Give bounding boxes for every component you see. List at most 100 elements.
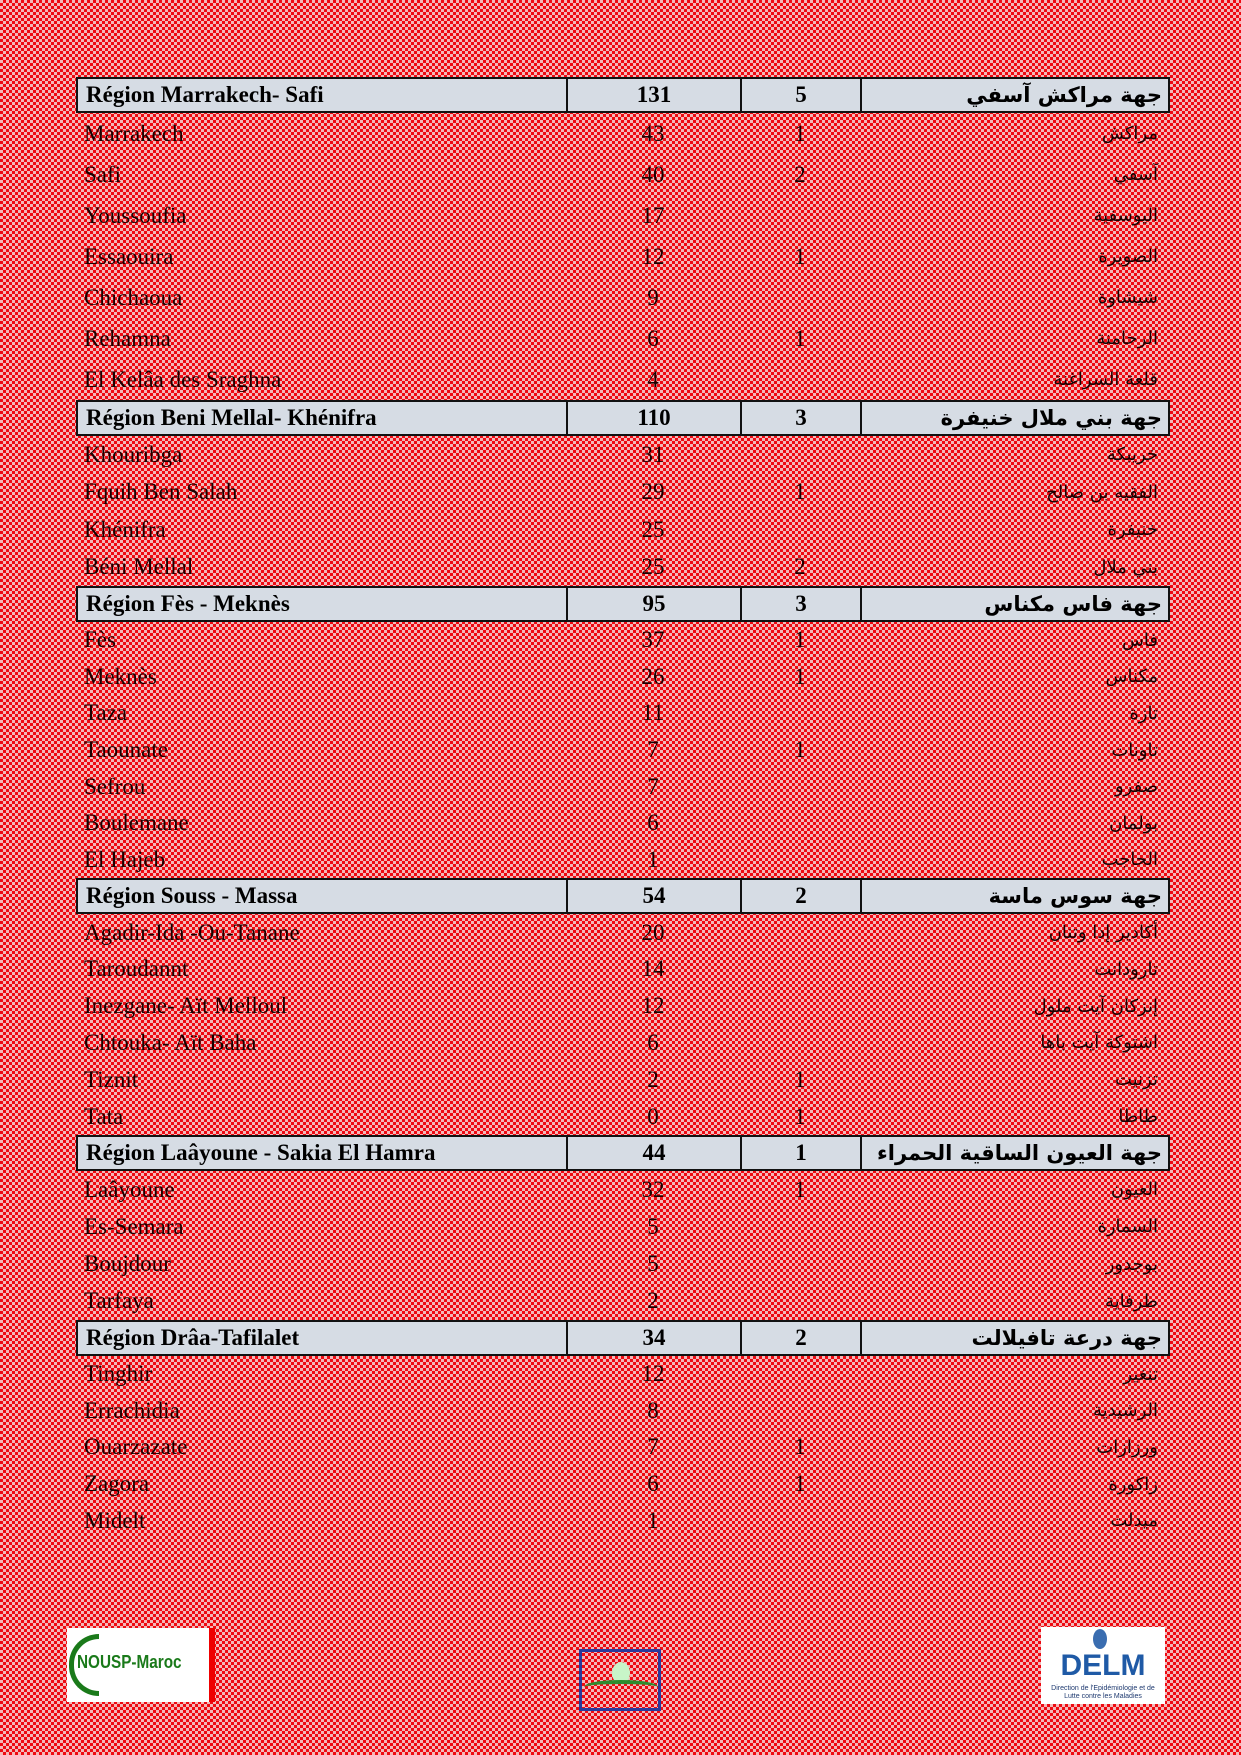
- region-header-row: Région Beni Mellal- Khénifra 110 3 جهة بني …: [76, 400, 1170, 436]
- province-row: Zagora 6 1 زاكورة: [76, 1466, 1170, 1503]
- province-cases: 5: [647, 1251, 659, 1277]
- regional-cases-table: Région Marrakech- Safi 131 5 جهة مراكش آسفي…: [76, 77, 1170, 1539]
- region-cases: 95: [568, 588, 742, 620]
- province-row: Taza 11 تازة: [76, 695, 1170, 732]
- province-cases: 4: [647, 366, 659, 392]
- region-header-row: Région Fès - Meknès 95 3 جهة فاس مكناس: [76, 586, 1170, 622]
- logo-drop-icon: [1093, 1629, 1107, 1649]
- province-cases: 6: [647, 1029, 659, 1055]
- logo-right-text: DELM: [1060, 1649, 1146, 1682]
- province-cases: 12: [641, 993, 665, 1019]
- province-name-fr: Tinghir: [84, 1361, 153, 1387]
- province-name-ar: فاس: [1121, 629, 1158, 651]
- province-cases: 6: [647, 325, 659, 351]
- region-deaths: 5: [742, 79, 862, 111]
- region-cases: 110: [568, 402, 742, 434]
- province-row: Khénifra 25 خنيفرة: [76, 511, 1170, 549]
- province-cases: 1: [647, 846, 659, 872]
- province-row: Béni Mellal 25 2 بني ملال: [76, 549, 1170, 587]
- province-name-fr: Taounate: [84, 737, 168, 763]
- province-cases: 7: [647, 773, 659, 799]
- province-row: Fquih Ben Salah 29 1 الفقيه بن صالح: [76, 474, 1170, 512]
- province-row: Youssoufia 17 اليوسفية: [76, 195, 1170, 236]
- province-name-ar: العيون: [1110, 1179, 1158, 1201]
- province-name-ar: أكادير إدا وتنان: [1048, 922, 1158, 944]
- province-deaths: 1: [794, 325, 806, 351]
- province-row: Tata 0 1 طاطا: [76, 1098, 1170, 1135]
- province-row: El Hajeb 1 الحاجب: [76, 842, 1170, 879]
- region-name-ar: جهة سوس ماسة: [988, 884, 1162, 909]
- province-row: Errachidia 8 الرشيدية: [76, 1393, 1170, 1430]
- province-row: Chichaoua 9 شيشاوة: [76, 277, 1170, 318]
- region-section: Région Souss - Massa 54 2 جهة سوس ماسة Agadi…: [76, 878, 1170, 1135]
- province-name-fr: Taroudannt: [84, 956, 189, 982]
- province-name-ar: إنزكان آيت ملول: [1033, 995, 1158, 1017]
- province-deaths: 1: [794, 243, 806, 269]
- province-name-ar: مراكش: [1101, 123, 1158, 144]
- region-cases: 54: [568, 880, 742, 913]
- delm-logo: DELM Direction de l'Epidémiologie et de …: [1041, 1627, 1165, 1704]
- province-deaths: 1: [794, 1471, 806, 1497]
- province-name-fr: Essaouira: [84, 243, 174, 269]
- province-deaths: 2: [794, 161, 806, 187]
- province-name-ar: آسفي: [1113, 164, 1158, 185]
- region-cases: 44: [568, 1136, 742, 1169]
- province-cases: 7: [647, 737, 659, 763]
- province-row: Chtouka- Aït Baha 6 اشتوكة آيت باها: [76, 1025, 1170, 1062]
- nousp-maroc-logo: NOUSP-Maroc: [67, 1628, 215, 1702]
- province-cases: 0: [647, 1103, 659, 1129]
- province-name-ar: مكناس: [1105, 666, 1158, 688]
- province-deaths: 1: [794, 120, 806, 146]
- region-name-ar: جهة العيون الساقية الحمراء: [877, 1140, 1162, 1165]
- region-name-fr: Région Drâa-Tafilalet: [78, 1321, 568, 1354]
- province-name-ar: تزنيت: [1114, 1069, 1158, 1091]
- province-name-ar: الحاجب: [1101, 849, 1158, 871]
- province-row: Essaouira 12 1 الصويرة: [76, 236, 1170, 277]
- province-name-fr: Chtouka- Aït Baha: [84, 1029, 257, 1055]
- province-name-fr: Fès: [84, 627, 116, 653]
- province-name-ar: بني ملال: [1093, 556, 1158, 578]
- province-name-ar: طرفاية: [1104, 1290, 1158, 1312]
- province-cases: 43: [641, 120, 665, 146]
- province-cases: 9: [647, 284, 659, 310]
- province-deaths: 1: [794, 663, 806, 689]
- province-row: Rehamna 6 1 الرحامنة: [76, 318, 1170, 359]
- province-row: Es-Semara 5 السمارة: [76, 1208, 1170, 1245]
- province-deaths: 1: [794, 1176, 806, 1202]
- region-deaths: 1: [742, 1136, 862, 1169]
- province-row: Tinghir 12 تنغير: [76, 1356, 1170, 1393]
- region-section: Région Laâyoune - Sakia El Hamra 44 1 جهة ا…: [76, 1134, 1170, 1320]
- province-cases: 31: [641, 441, 665, 467]
- province-row: Tiznit 2 1 تزنيت: [76, 1061, 1170, 1098]
- province-name-ar: الصويرة: [1098, 246, 1158, 267]
- region-name-ar: جهة درعة تافيلالت: [971, 1325, 1162, 1350]
- province-row: Safi 40 2 آسفي: [76, 154, 1170, 195]
- province-name-ar: شيشاوة: [1097, 287, 1158, 308]
- province-cases: 7: [647, 1434, 659, 1460]
- province-row: Taroudannt 14 تارودانت: [76, 951, 1170, 988]
- province-cases: 20: [641, 919, 665, 945]
- province-cases: 25: [641, 516, 665, 542]
- province-row: Sefrou 7 صفرو: [76, 768, 1170, 805]
- province-cases: 40: [641, 161, 665, 187]
- province-deaths: 1: [794, 1103, 806, 1129]
- region-header-row: Région Laâyoune - Sakia El Hamra 44 1 جهة ا…: [76, 1134, 1170, 1171]
- region-name-fr: Région Beni Mellal- Khénifra: [78, 402, 568, 434]
- logo-left-text: NOUSP-Maroc: [77, 1652, 182, 1672]
- province-name-fr: El Hajeb: [84, 846, 166, 872]
- province-name-ar: الرحامنة: [1096, 328, 1158, 349]
- region-cases: 131: [568, 79, 742, 111]
- province-name-fr: Tata: [84, 1103, 124, 1129]
- province-name-ar: قلعة السراغنة: [1053, 369, 1158, 390]
- province-name-fr: Tiznit: [84, 1066, 139, 1092]
- province-name-ar: اشتوكة آيت باها: [1040, 1032, 1158, 1054]
- region-cases: 34: [568, 1321, 742, 1354]
- province-row: Marrakech 43 1 مراكش: [76, 113, 1170, 154]
- province-row: Boulemane 6 بولمان: [76, 805, 1170, 842]
- province-name-fr: Fquih Ben Salah: [84, 479, 238, 505]
- region-name-fr: Région Fès - Meknès: [78, 588, 568, 620]
- province-name-fr: Agadir-Ida -Ou-Tanane: [84, 919, 300, 945]
- province-cases: 1: [647, 1507, 659, 1533]
- province-name-ar: تارودانت: [1094, 958, 1158, 980]
- province-cases: 6: [647, 1471, 659, 1497]
